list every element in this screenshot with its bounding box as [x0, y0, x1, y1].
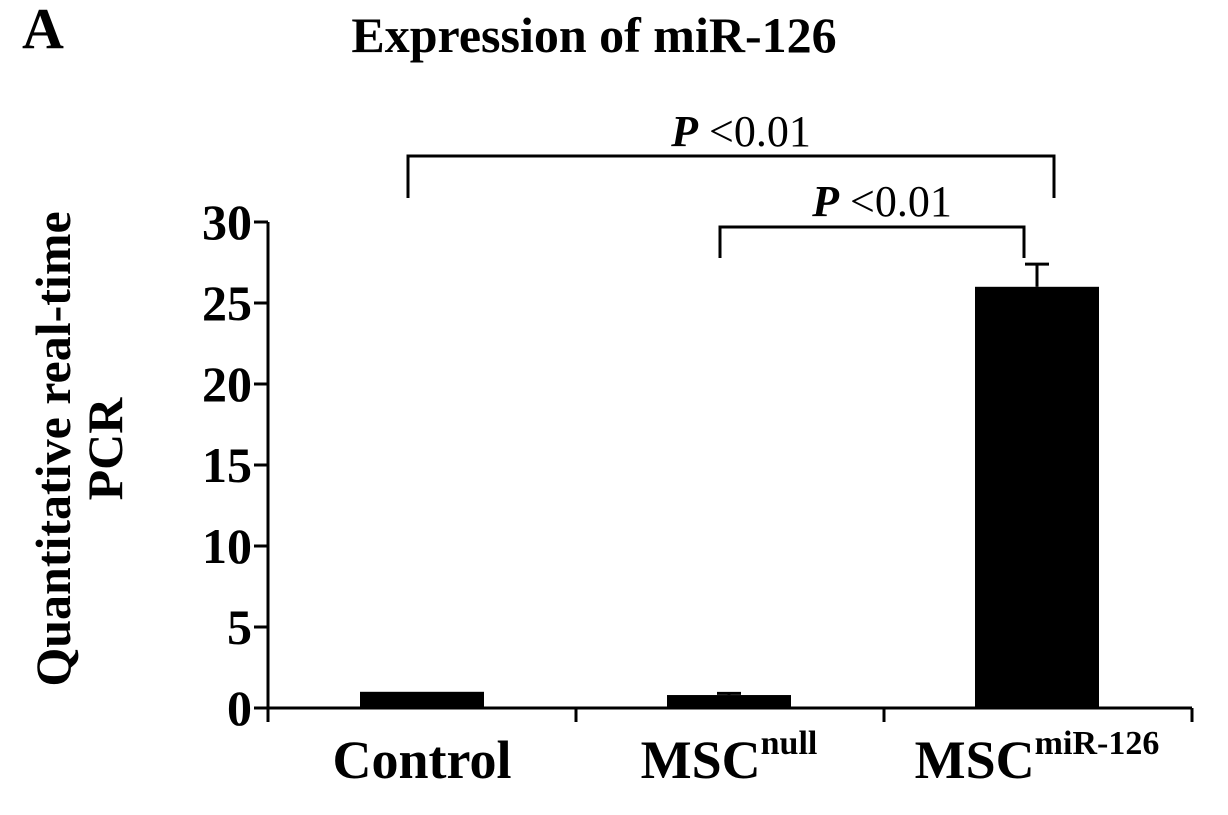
chart-title: Expression of miR-126 — [351, 7, 836, 63]
y-tick-label: 30 — [202, 194, 252, 250]
significance-bracket — [406, 154, 1056, 198]
y-tick-label: 10 — [202, 518, 252, 574]
bar — [360, 691, 484, 708]
x-tick-label: MSCmiR-126 — [915, 725, 1160, 790]
y-tick-label: 25 — [202, 275, 252, 331]
panel-label: A — [22, 0, 64, 61]
y-tick-label: 20 — [202, 356, 252, 412]
x-tick-labels: Control MSCnull MSCmiR-126 — [332, 725, 1159, 790]
y-tick-label: 15 — [202, 437, 252, 493]
bar — [667, 695, 791, 708]
bar — [975, 286, 1099, 708]
bars — [360, 262, 1099, 708]
x-tick-label: Control — [332, 730, 511, 790]
significance-annotations: P <0.01P <0.01 — [406, 107, 1056, 258]
y-axis-label-line-1: Quantitative real-time — [25, 211, 81, 686]
x-tick-label: MSCnull — [641, 725, 818, 790]
y-tick-label: 5 — [227, 599, 252, 655]
y-tick-label: 0 — [227, 680, 252, 736]
y-axis-label: Quantitative real-time PCR — [25, 211, 133, 686]
p-value-label: P <0.01 — [811, 177, 952, 226]
p-value-label: P <0.01 — [670, 107, 811, 156]
y-axis-label-line-2: PCR — [77, 397, 133, 501]
y-tick-labels: 0 5 10 15 20 25 30 — [202, 194, 252, 736]
significance-bracket — [718, 225, 1026, 258]
